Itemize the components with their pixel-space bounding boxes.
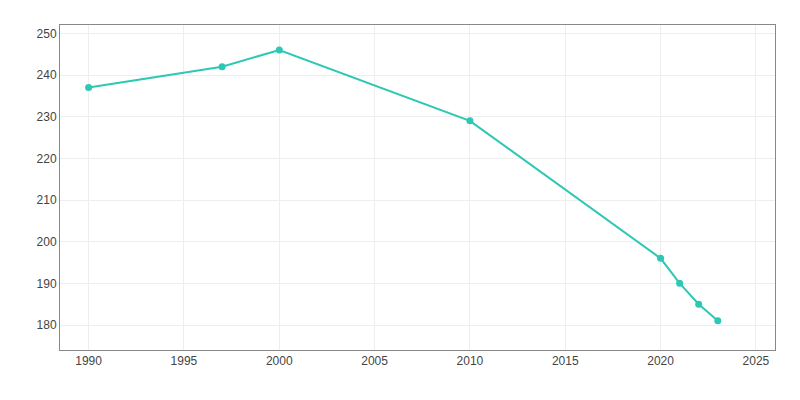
svg-text:2015: 2015 [552,354,579,368]
svg-text:190: 190 [37,277,57,291]
svg-text:200: 200 [37,235,57,249]
svg-text:2005: 2005 [361,354,388,368]
svg-text:210: 210 [37,193,57,207]
svg-text:1990: 1990 [75,354,102,368]
svg-text:220: 220 [37,152,57,166]
svg-text:2020: 2020 [647,354,674,368]
svg-text:2000: 2000 [266,354,293,368]
svg-text:2010: 2010 [457,354,484,368]
svg-text:250: 250 [37,27,57,41]
svg-text:180: 180 [37,318,57,332]
svg-text:230: 230 [37,110,57,124]
svg-text:240: 240 [37,68,57,82]
svg-text:2025: 2025 [743,354,770,368]
svg-text:1995: 1995 [171,354,198,368]
